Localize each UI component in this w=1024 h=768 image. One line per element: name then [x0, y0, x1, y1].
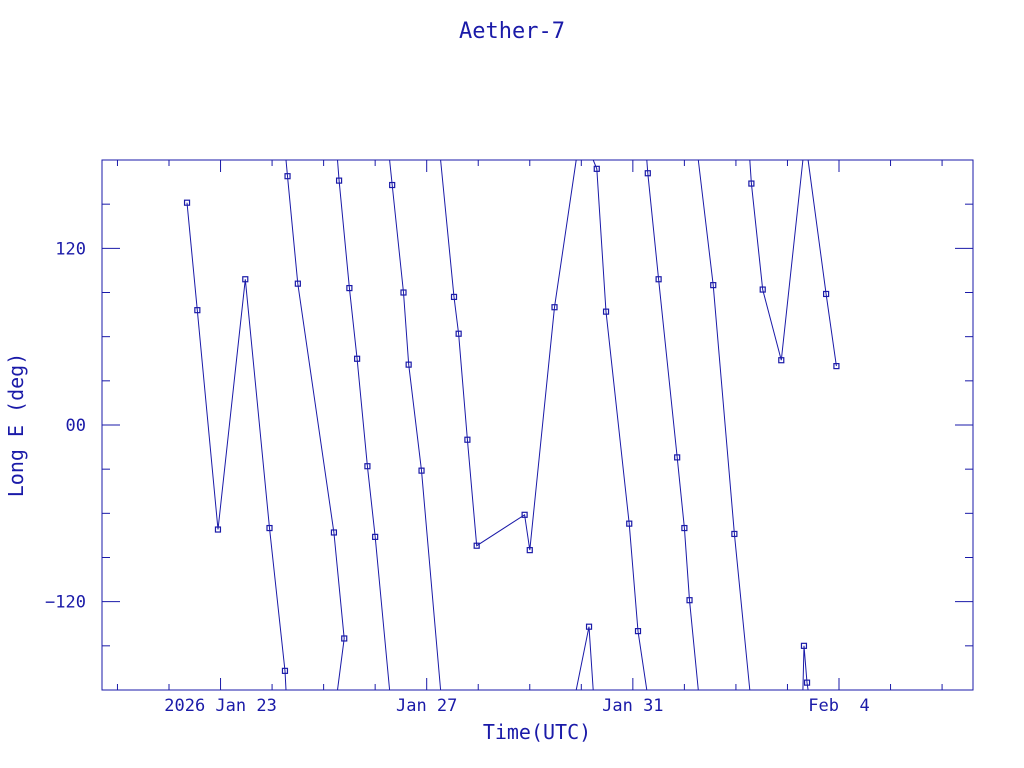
chart-title: Aether-7 — [459, 19, 565, 44]
data-point — [626, 520, 633, 527]
data-point — [593, 165, 600, 172]
series-longitude — [186, 159, 837, 691]
data-point — [194, 307, 201, 314]
data-point — [389, 181, 396, 189]
series-line — [389, 159, 442, 691]
series-line — [440, 159, 577, 551]
data-point — [602, 308, 610, 315]
data-point — [800, 642, 808, 649]
series-line — [749, 159, 804, 361]
y-tick-label: −120 — [45, 593, 86, 613]
data-point — [242, 276, 249, 283]
data-point — [330, 529, 338, 536]
data-point — [464, 436, 471, 443]
data-point — [266, 524, 273, 532]
data-point — [833, 363, 840, 370]
series-line — [285, 159, 345, 691]
data-point — [681, 524, 688, 532]
data-point — [341, 635, 348, 642]
y-axis-label: Long E (deg) — [4, 353, 28, 498]
series-line — [697, 159, 751, 691]
data-point — [521, 511, 528, 518]
series-line — [802, 645, 809, 691]
y-tick-label: 00 — [66, 416, 86, 436]
x-tick-label: Jan 31 — [602, 696, 663, 716]
data-point — [372, 533, 379, 540]
data-point — [823, 290, 830, 298]
x-tick-label: Jan 27 — [396, 696, 457, 716]
data-point — [284, 173, 291, 180]
data-point — [473, 542, 480, 549]
series-line — [337, 159, 391, 691]
series-line — [186, 202, 287, 691]
data-point — [418, 467, 425, 474]
data-point — [281, 667, 289, 674]
x-tick-label: 2026 Jan 23 — [164, 696, 277, 716]
data-point — [686, 597, 693, 604]
series-line — [592, 159, 648, 691]
data-point — [710, 282, 717, 289]
tick-labels: 2026 Jan 23 Jan 27 Jan 31 Feb 4 120 00 −120 — [45, 239, 870, 716]
data-point — [364, 463, 371, 470]
data-point — [731, 530, 738, 538]
data-point — [455, 330, 462, 337]
data-point — [644, 170, 651, 177]
data-point — [759, 286, 766, 293]
series-line — [646, 159, 699, 691]
data-point — [400, 289, 407, 296]
data-point — [405, 361, 412, 368]
data-point — [346, 284, 353, 292]
data-point — [354, 355, 361, 362]
series-line — [575, 626, 594, 691]
data-point — [748, 180, 755, 187]
data-point — [183, 199, 191, 206]
data-point — [585, 623, 593, 630]
data-point — [294, 280, 301, 287]
data-point — [214, 526, 222, 533]
data-point — [674, 454, 681, 461]
data-point — [526, 547, 533, 554]
data-point — [803, 679, 811, 686]
data-point — [778, 357, 785, 364]
data-point — [655, 276, 662, 283]
data-point — [634, 628, 642, 635]
axis-ticks — [102, 160, 973, 690]
plot-frame — [101, 159, 974, 691]
data-points — [183, 165, 840, 686]
series-line — [807, 159, 837, 367]
data-point — [335, 177, 343, 184]
data-point — [450, 293, 458, 301]
x-axis-label: Time(UTC) — [483, 720, 591, 744]
data-point — [551, 304, 558, 311]
x-tick-label: Feb 4 — [808, 696, 869, 716]
y-tick-label: 120 — [55, 239, 86, 259]
